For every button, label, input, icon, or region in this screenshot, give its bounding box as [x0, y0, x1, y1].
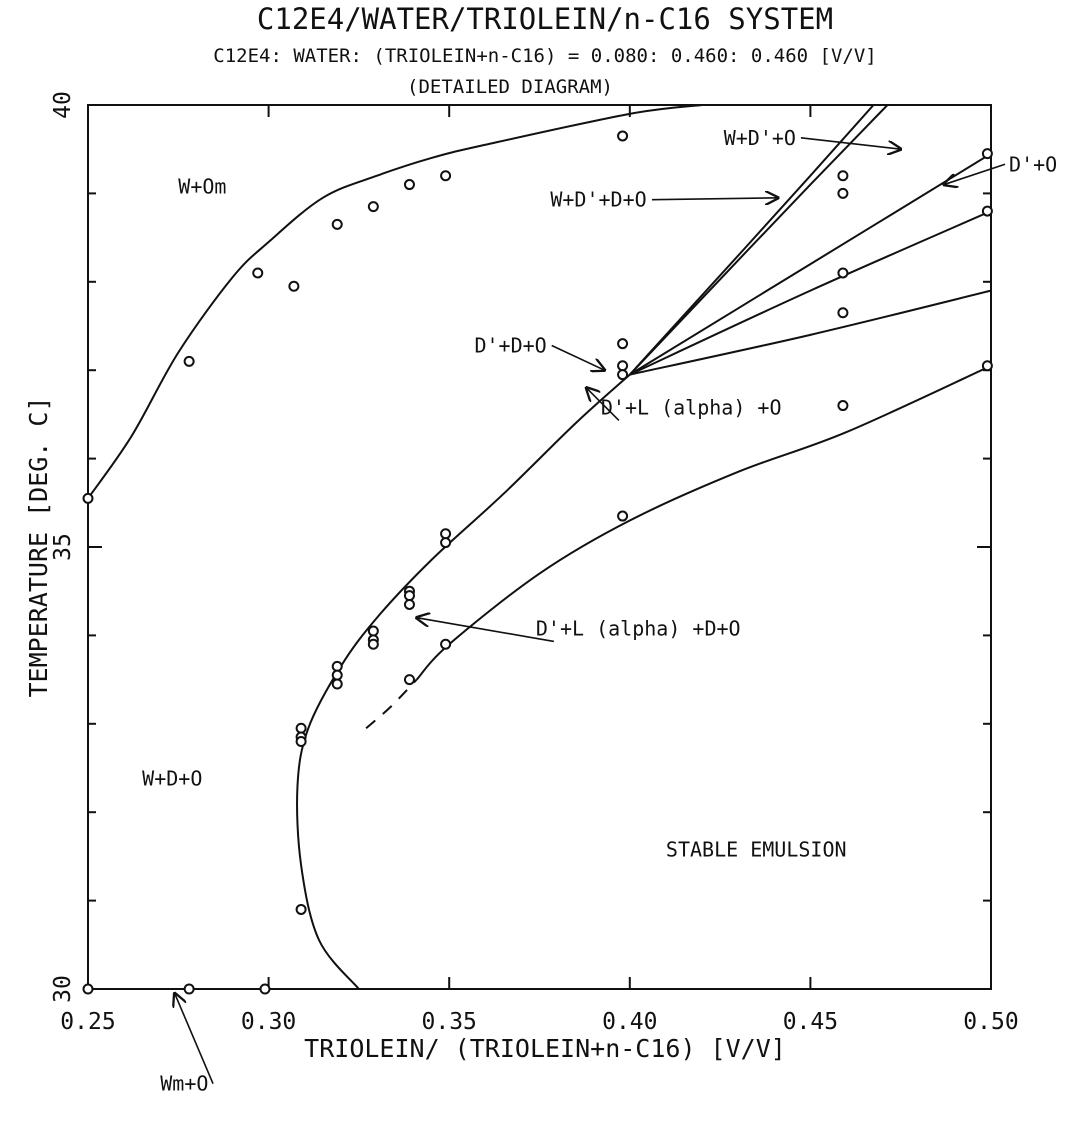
data-point: [403, 674, 415, 686]
region-label: W+D'+O: [724, 126, 796, 150]
data-point: [617, 130, 629, 142]
x-tick-label: 0.50: [963, 1009, 1018, 1035]
region-labels: W+Om W+D'+O D'+O W+D'+D+O D'+D+O D'+L (alpha)…: [142, 126, 1057, 1096]
region-label: D'+D+O: [474, 334, 546, 358]
data-point: [403, 598, 415, 610]
label-arrow: [651, 198, 778, 200]
data-point: [837, 170, 849, 182]
data-point: [837, 307, 849, 319]
data-point: [82, 492, 94, 504]
label-arrow: [175, 993, 214, 1084]
x-tick-label: 0.30: [241, 1009, 296, 1035]
region-label: STABLE EMULSION: [666, 837, 847, 861]
data-point: [331, 218, 343, 230]
region-label: W+D+O: [142, 767, 202, 791]
data-point: [367, 201, 379, 213]
data-point: [259, 983, 271, 995]
x-tick-label: 0.45: [783, 1009, 838, 1035]
data-point: [288, 280, 300, 292]
phase-boundary-curve: [629, 289, 991, 376]
data-point: [981, 360, 993, 372]
data-point: [295, 722, 307, 734]
x-tick-label: 0.25: [60, 1009, 115, 1035]
data-point: [331, 660, 343, 672]
data-point: [331, 678, 343, 690]
data-point: [440, 528, 452, 540]
chart-subtitle: C12E4: WATER: (TRIOLEIN+n-C16) = 0.080: …: [213, 45, 876, 67]
data-point: [617, 510, 629, 522]
label-arrow: [944, 163, 1006, 184]
chart-subtitle-detail: (DETAILED DIAGRAM): [407, 76, 613, 98]
region-label: D'+L (alpha) +O: [601, 395, 782, 419]
phase-boundary-curves: [88, 105, 991, 989]
data-point: [440, 537, 452, 549]
data-point: [981, 205, 993, 217]
data-point: [617, 360, 629, 372]
data-point: [837, 400, 849, 412]
y-axis-ticks: 30 35 40: [50, 91, 991, 1003]
x-axis-ticks: 0.25 0.30 0.35 0.40 0.45 0.50: [60, 105, 1019, 1035]
data-point: [367, 638, 379, 650]
data-point: [440, 170, 452, 182]
data-point: [183, 983, 195, 995]
data-point: [367, 625, 379, 637]
label-arrow: [417, 618, 555, 643]
label-arrow: [800, 136, 901, 149]
region-label: W+Om: [178, 174, 226, 198]
y-tick-label: 35: [50, 533, 76, 561]
data-point: [617, 338, 629, 350]
data-point: [82, 983, 94, 995]
data-point: [837, 267, 849, 279]
data-points: [82, 130, 993, 995]
region-label: W+D'+D+O: [550, 188, 646, 212]
region-label: D'+L (alpha) +D+O: [536, 616, 741, 640]
region-label: Wm+O: [160, 1072, 208, 1096]
phase-boundary-curve: [629, 152, 991, 376]
data-point: [403, 590, 415, 602]
dashed-boundary-curve: [365, 678, 418, 729]
phase-boundary-curve: [415, 364, 991, 681]
data-point: [837, 187, 849, 199]
data-point: [183, 355, 195, 367]
phase-boundary-curve: [296, 373, 631, 989]
label-arrow: [586, 388, 620, 421]
data-point: [403, 179, 415, 191]
x-tick-label: 0.40: [602, 1009, 657, 1035]
x-axis-label: TRIOLEIN/ (TRIOLEIN+n-C16) [V/V]: [304, 1034, 786, 1063]
data-point: [440, 638, 452, 650]
region-label: D'+O: [1009, 152, 1057, 176]
phase-boundary-curve: [629, 210, 991, 376]
data-point: [295, 903, 307, 915]
label-arrow: [551, 344, 605, 371]
data-point: [617, 369, 629, 381]
y-tick-label: 30: [50, 975, 76, 1003]
x-tick-label: 0.35: [422, 1009, 477, 1035]
chart-title: C12E4/WATER/TRIOLEIN/n-C16 SYSTEM: [257, 2, 833, 36]
data-point: [295, 735, 307, 747]
phase-boundary-curve: [629, 105, 889, 376]
data-point: [252, 267, 264, 279]
y-tick-label: 40: [50, 91, 76, 119]
data-point: [981, 148, 993, 160]
phase-boundary-curve: [629, 105, 875, 376]
data-point: [331, 669, 343, 681]
y-axis-label: TEMPERATURE [DEG. C]: [24, 396, 53, 697]
phase-boundary-curve: [88, 105, 703, 499]
